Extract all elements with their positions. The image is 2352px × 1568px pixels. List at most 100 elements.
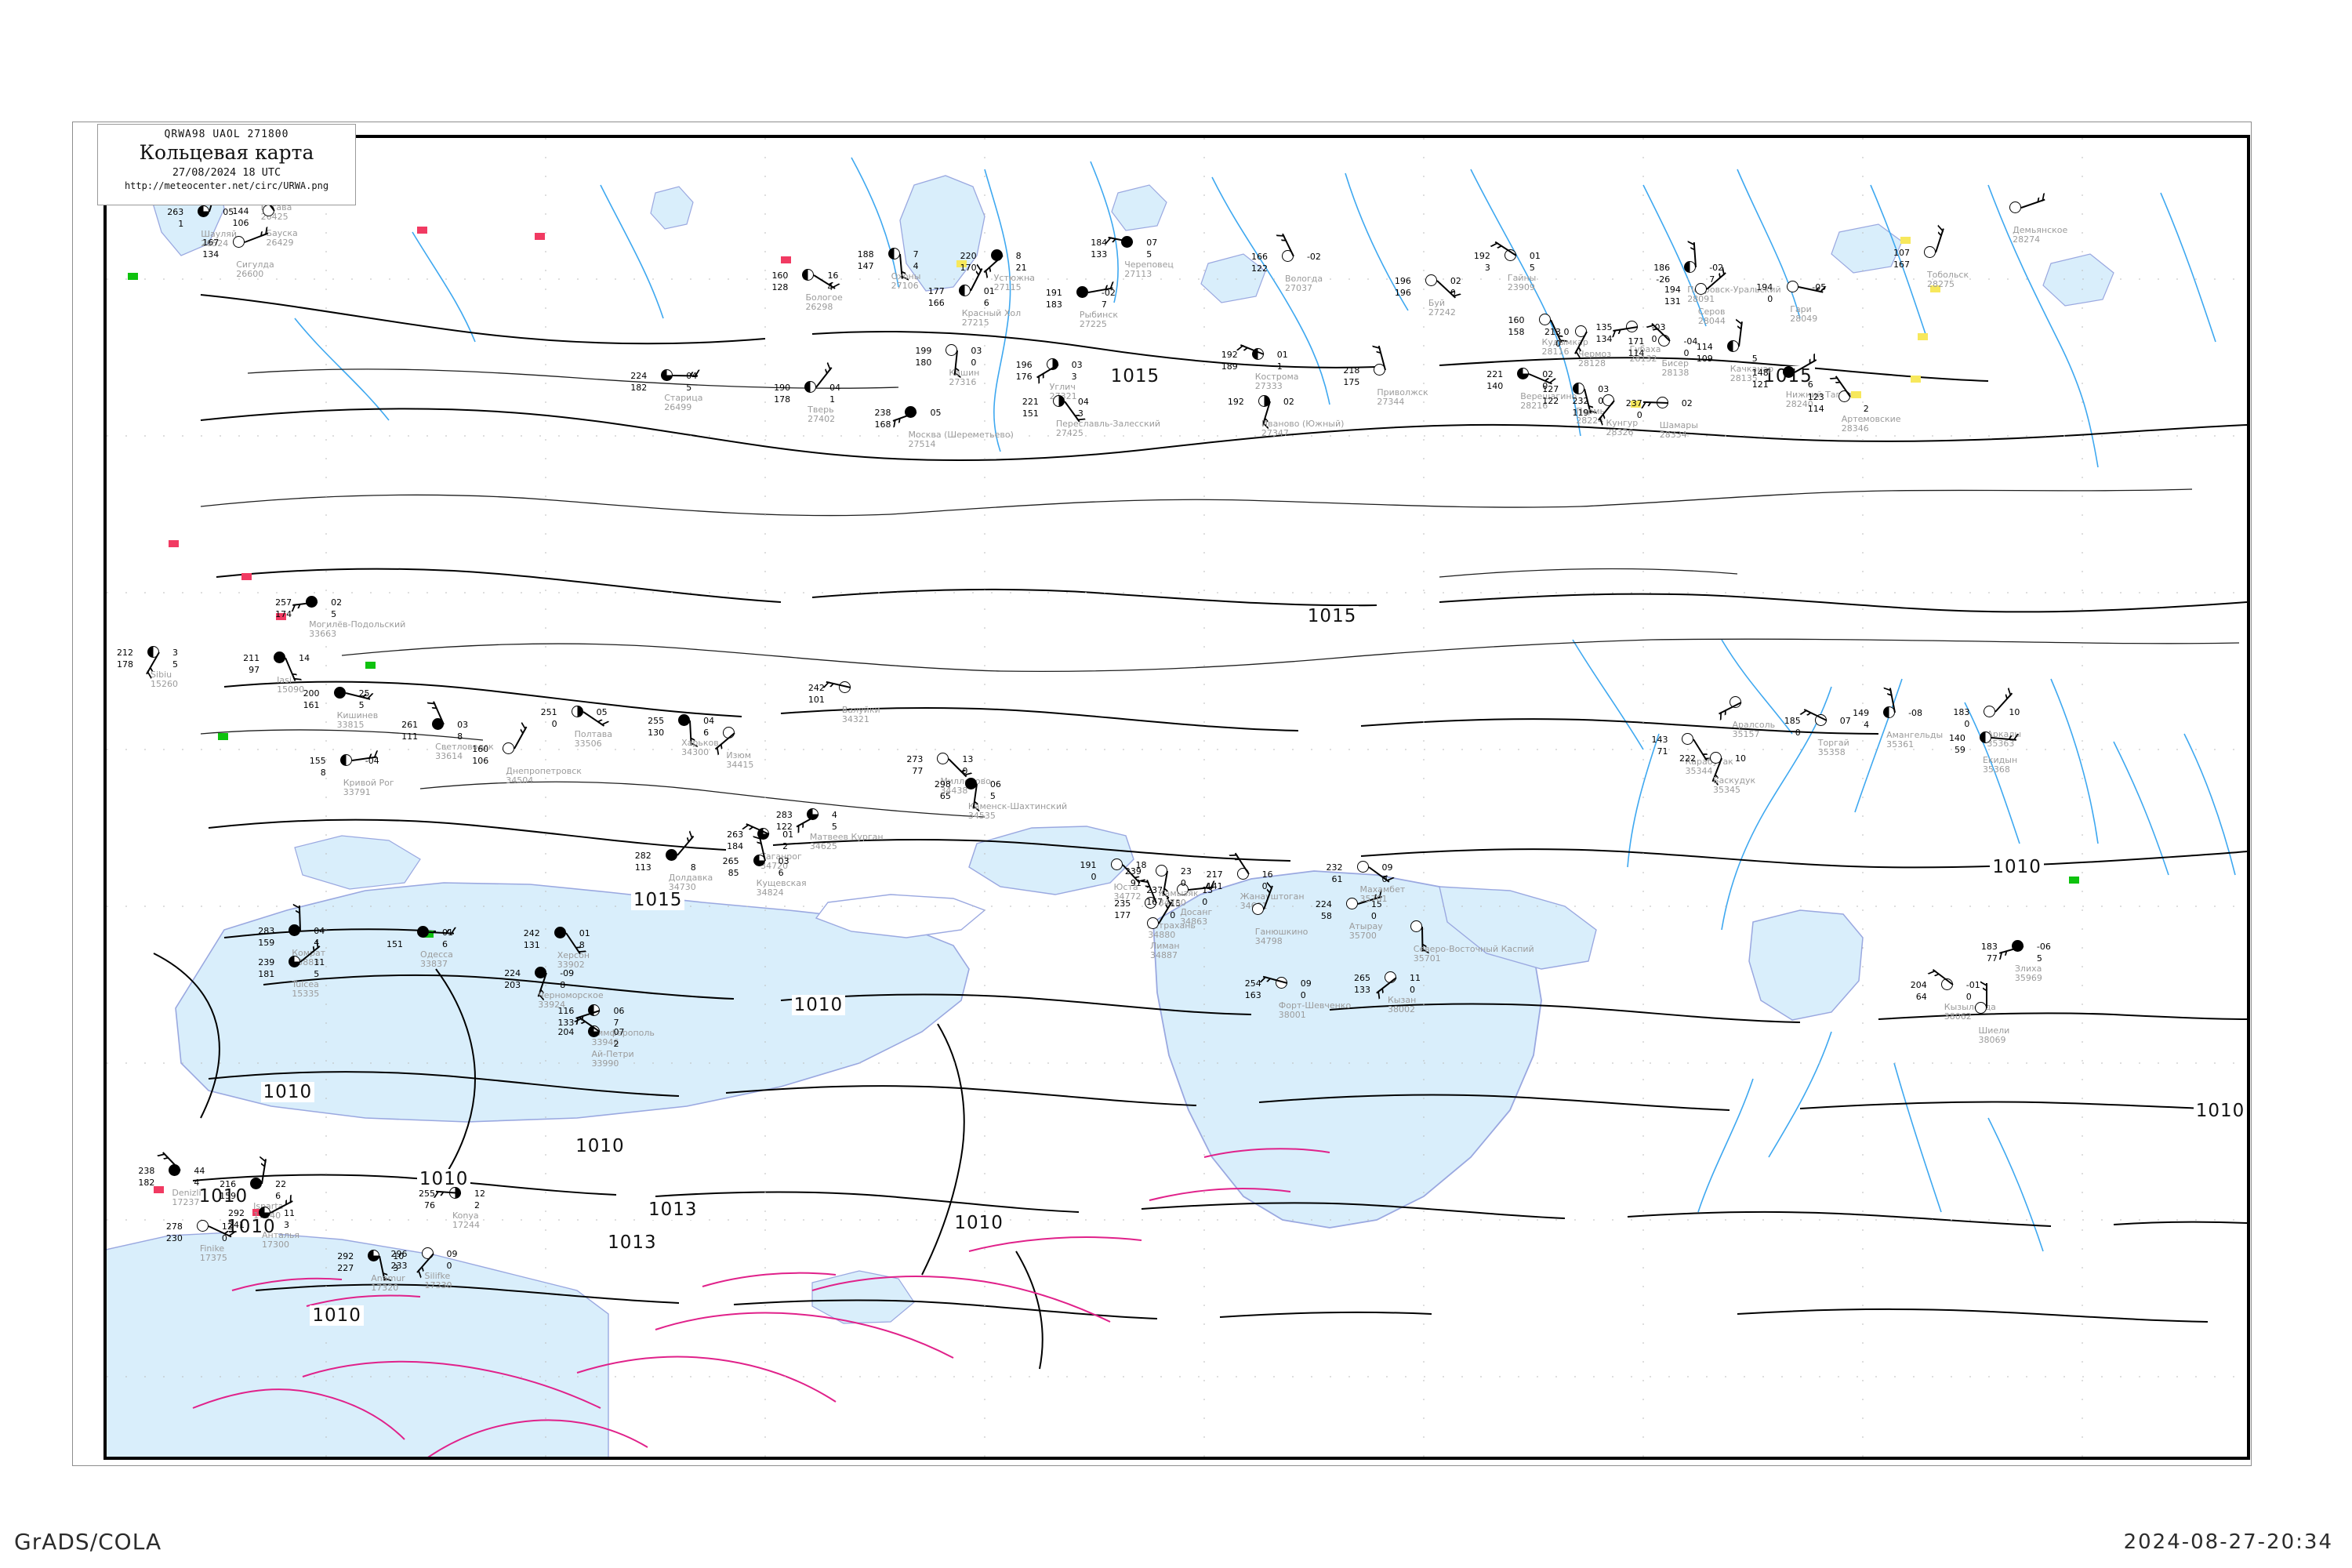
station-cloud-code: 2	[474, 1200, 480, 1210]
station-cloud-code: 1	[1276, 361, 1283, 372]
station-temperature: 242	[523, 928, 540, 939]
station-cloud-code: 7	[1101, 299, 1107, 310]
station-temperature: 191	[1045, 287, 1062, 298]
station-id: 33902	[557, 960, 585, 971]
station-id: 33837	[420, 958, 448, 969]
station-dewpoint: 4	[1864, 720, 1870, 731]
station-id: 17375	[199, 1252, 227, 1263]
station-cloud-code: 5	[1146, 249, 1152, 260]
station-name: Кунгур	[1606, 417, 1639, 428]
station-name: Silifke	[424, 1270, 451, 1281]
station-dewpoint: 241	[228, 1219, 245, 1230]
station-id: 27333	[1254, 380, 1283, 391]
station-dewpoint: 119	[1572, 407, 1589, 418]
station-dewpoint: 3	[1484, 262, 1490, 273]
sky-cover-symbol	[1573, 382, 1585, 394]
station-pressure-tendency: 4	[831, 809, 837, 820]
station-dewpoint: 0	[1555, 339, 1561, 350]
station-dewpoint: 176	[1015, 372, 1033, 383]
station-id: 34504	[506, 775, 534, 786]
station-id: 38062	[1944, 1011, 1972, 1022]
sky-cover-symbol	[1345, 898, 1358, 910]
station-temperature: 107	[1893, 248, 1910, 259]
station-cloud-code: 0	[1370, 911, 1377, 922]
station-pressure-tendency: 03	[971, 345, 982, 356]
station-name: Артемовские	[1841, 413, 1901, 424]
sky-cover-symbol	[368, 1250, 380, 1262]
station-name: Кишинев	[336, 710, 379, 721]
station-name: Серов	[1697, 307, 1726, 318]
sky-cover-symbol	[250, 1177, 263, 1189]
station-cloud-code: 0	[1381, 874, 1388, 885]
station-name: Торгай	[1817, 738, 1849, 749]
station-temperature: 155	[309, 755, 326, 766]
station-dewpoint: 167	[1146, 896, 1163, 907]
station-dewpoint: 8	[320, 767, 326, 778]
station-temperature: 199	[915, 345, 932, 356]
station-name: Finike	[199, 1243, 225, 1254]
station-pressure-tendency: 44	[194, 1166, 205, 1176]
station-id: 28138	[1661, 368, 1690, 379]
political-borders	[200, 368, 2240, 818]
station-pressure-tendency: 18	[1135, 859, 1147, 870]
station-cloud-code: 0	[971, 357, 977, 368]
station-name: Баскудук	[1712, 775, 1756, 786]
station-dewpoint: 76	[423, 1200, 435, 1210]
station-cloud-code: 6	[442, 938, 448, 949]
station-pressure-tendency: 15	[1370, 899, 1382, 910]
station-cloud-code: 6	[703, 728, 710, 739]
station-name: Кострома	[1254, 371, 1299, 382]
station-cloud-code: 4	[827, 281, 833, 292]
source-url[interactable]: http://meteocenter.net/circ/URWA.png	[124, 180, 329, 192]
station-name: Аркалы	[1987, 728, 2021, 739]
station-pressure-tendency: 04	[829, 382, 841, 393]
station-pressure-tendency: 01	[983, 286, 995, 297]
station-temperature: 167	[202, 237, 220, 248]
station-pressure-tendency: -04	[1683, 336, 1698, 347]
station-id: 28049	[1790, 314, 1818, 325]
station-temperature: 292	[228, 1207, 245, 1218]
station-id: 28224	[1576, 415, 1604, 426]
station-temperature: 183	[1953, 706, 1970, 717]
station-id: 34438	[940, 786, 968, 797]
station-cloud-code: 21	[1015, 262, 1027, 273]
station-temperature: 116	[557, 1006, 575, 1017]
station-pressure-tendency: 12	[221, 1221, 233, 1232]
station-name: Светловодск	[435, 742, 494, 753]
station-cloud-code: 7	[613, 1018, 619, 1029]
sky-cover-symbol	[1726, 339, 1739, 352]
isobar-label: 1010	[310, 1305, 364, 1326]
weather-marker-green	[217, 732, 228, 740]
station-name: Вологда	[1284, 274, 1323, 285]
station-id: 34780	[1158, 898, 1186, 909]
station-cloud-code: 5	[358, 700, 365, 711]
station-pressure-tendency: 01	[579, 928, 590, 939]
water-bodies	[107, 151, 2114, 1457]
station-dewpoint: 140	[1486, 381, 1504, 392]
station-id: 26600	[236, 268, 264, 279]
station-pressure-tendency: 10	[1734, 753, 1746, 764]
station-temperature: 263	[727, 829, 744, 840]
station-temperature: 265	[1354, 973, 1370, 984]
station-pressure-tendency: 04	[314, 925, 325, 936]
station-name: Кривой Рог	[343, 777, 394, 788]
station-id: 38069	[1978, 1035, 2006, 1046]
sky-cover-symbol	[1076, 285, 1088, 298]
station-temperature: 254	[1244, 978, 1261, 989]
station-temperature: 213	[1544, 327, 1561, 338]
sky-cover-symbol	[1425, 274, 1437, 286]
weather-map[interactable]: 1015101510151015101010101010101010101010…	[103, 135, 2250, 1460]
station-name: Шамары	[1659, 420, 1698, 431]
station-id: 35358	[1817, 747, 1846, 758]
station-id: 28128	[1577, 358, 1606, 369]
station-temperature: 239	[1124, 866, 1142, 877]
station-id: 34415	[726, 759, 754, 770]
station-dewpoint: 0	[551, 718, 557, 729]
station-cloud-code: 5	[172, 659, 179, 670]
station-id: 28091	[1687, 293, 1715, 304]
isobar-label: 1015	[1108, 365, 1163, 387]
sky-cover-symbol	[958, 285, 971, 297]
station-dewpoint: 141	[1206, 880, 1223, 891]
station-name: Iasi	[277, 674, 292, 685]
weather-marker-red	[241, 573, 252, 581]
